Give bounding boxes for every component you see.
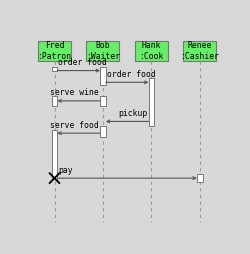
Text: order food: order food bbox=[107, 70, 156, 79]
Bar bbox=[149, 78, 154, 126]
Text: serve food: serve food bbox=[50, 121, 99, 130]
Bar bbox=[100, 126, 106, 137]
Bar bbox=[135, 41, 168, 61]
Text: Renee
:Cashier: Renee :Cashier bbox=[180, 41, 219, 61]
Text: Hank
:Cook: Hank :Cook bbox=[139, 41, 164, 61]
Bar bbox=[100, 67, 106, 85]
Bar bbox=[52, 130, 58, 179]
Bar bbox=[100, 96, 106, 106]
Text: Bob
:Waiter: Bob :Waiter bbox=[86, 41, 120, 61]
Bar bbox=[52, 96, 58, 106]
Text: serve wine: serve wine bbox=[50, 88, 99, 97]
Text: order food: order food bbox=[58, 58, 107, 67]
Bar bbox=[38, 41, 71, 61]
Bar bbox=[86, 41, 120, 61]
Text: pickup: pickup bbox=[118, 109, 148, 118]
Bar bbox=[52, 67, 58, 71]
Text: pay: pay bbox=[58, 166, 73, 174]
Bar bbox=[197, 174, 202, 182]
Text: Fred
:Patron: Fred :Patron bbox=[38, 41, 72, 61]
Bar bbox=[183, 41, 216, 61]
